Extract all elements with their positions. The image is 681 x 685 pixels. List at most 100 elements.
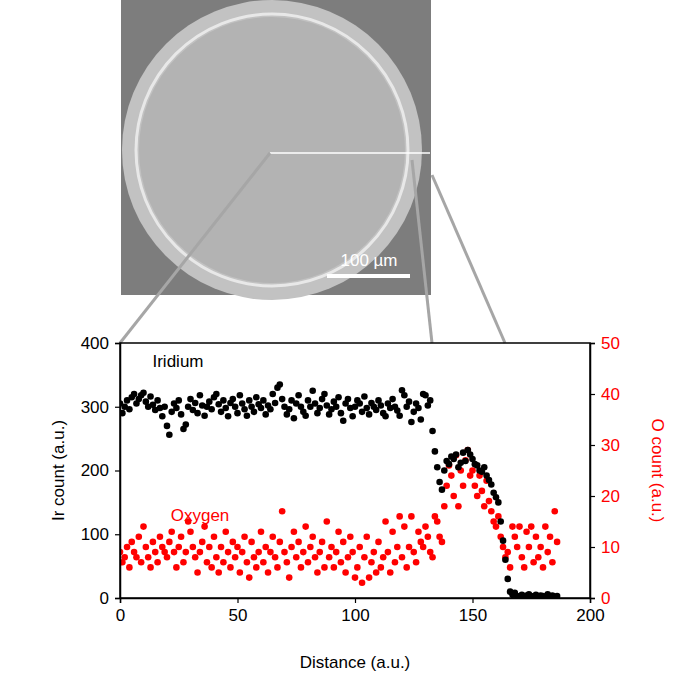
y-axis-tick-label: 300 — [81, 398, 109, 417]
connector — [120, 153, 270, 343]
film-rim — [122, 0, 422, 300]
y-axis-tick-mark — [115, 534, 120, 535]
data-point — [260, 559, 267, 566]
data-point — [401, 392, 408, 399]
y2-axis-tick-mark — [590, 394, 595, 395]
data-point — [361, 393, 368, 400]
data-point — [312, 554, 319, 561]
data-point — [309, 388, 316, 395]
data-point — [389, 396, 396, 403]
micrograph: 100 µm — [121, 0, 431, 300]
data-point — [178, 534, 185, 541]
data-point — [455, 503, 462, 510]
data-point — [239, 549, 246, 556]
data-point — [192, 554, 199, 561]
data-point — [488, 508, 495, 515]
data-point — [140, 523, 147, 530]
y2-axis-tick: 40 — [590, 385, 620, 404]
data-point — [232, 403, 239, 410]
data-point — [410, 549, 417, 556]
y2-axis-tick-label: 50 — [601, 334, 620, 353]
data-point — [244, 412, 251, 419]
data-point — [514, 544, 521, 551]
data-point — [530, 559, 537, 566]
data-point — [300, 549, 307, 556]
data-point — [213, 554, 220, 561]
data-point — [159, 413, 166, 420]
data-point — [305, 397, 312, 404]
data-point — [500, 537, 507, 544]
y2-axis-tick: 10 — [590, 538, 620, 557]
plot-area — [120, 381, 560, 598]
data-point — [446, 461, 453, 468]
data-point — [385, 549, 392, 556]
data-point — [537, 544, 544, 551]
data-point — [328, 544, 335, 551]
data-point — [175, 544, 182, 551]
y2-axis-tick-label: 40 — [601, 385, 620, 404]
data-point — [408, 419, 415, 426]
data-point — [131, 391, 138, 398]
y2-axis-tick-label: 20 — [601, 487, 620, 506]
data-point — [192, 400, 199, 407]
data-point — [175, 397, 182, 404]
data-point — [201, 412, 208, 419]
data-point — [507, 564, 514, 571]
data-point — [222, 405, 229, 412]
data-point — [352, 574, 359, 581]
data-point — [366, 411, 373, 418]
data-point — [260, 397, 267, 404]
data-point — [420, 544, 427, 551]
data-point — [248, 539, 255, 546]
y2-axis-tick: 20 — [590, 487, 620, 506]
data-point — [434, 518, 441, 525]
x-axis-tick: 0 — [116, 598, 125, 625]
data-point — [230, 539, 237, 546]
data-point — [354, 564, 361, 571]
data-point — [396, 412, 403, 419]
data-point — [173, 564, 180, 571]
data-point — [380, 554, 387, 561]
data-point — [504, 549, 511, 556]
y-axis-tick-mark — [115, 343, 120, 344]
data-point — [157, 534, 164, 541]
data-point — [549, 559, 556, 566]
y-axis-tick-mark — [115, 407, 120, 408]
data-point — [262, 411, 269, 418]
y2-axis-tick-mark — [590, 445, 595, 446]
data-point — [523, 528, 530, 535]
data-point — [333, 549, 340, 556]
data-point — [368, 559, 375, 566]
y-axis-tick-mark — [115, 470, 120, 471]
data-point — [154, 397, 161, 404]
data-point — [284, 559, 291, 566]
data-point — [429, 554, 436, 561]
x-axis: 050100150200 — [116, 598, 605, 625]
data-point — [220, 397, 227, 404]
data-point — [164, 423, 171, 430]
scale-bar — [327, 274, 410, 278]
data-point — [199, 539, 206, 546]
data-point — [213, 391, 220, 398]
data-point — [161, 403, 168, 410]
y2-axis-tick-mark — [590, 496, 595, 497]
data-point — [403, 564, 410, 571]
data-point — [302, 412, 309, 419]
data-point — [528, 523, 535, 530]
data-point — [551, 508, 558, 515]
data-point — [281, 549, 288, 556]
data-point — [378, 402, 385, 409]
data-point — [363, 405, 370, 412]
data-point — [363, 534, 370, 541]
data-point — [145, 554, 152, 561]
data-point — [305, 559, 312, 566]
x-axis-tick-mark — [355, 598, 356, 603]
data-point — [168, 528, 175, 535]
connector — [432, 175, 505, 343]
data-point — [547, 534, 554, 541]
data-point — [521, 564, 528, 571]
data-point — [232, 554, 239, 561]
data-point — [321, 564, 328, 571]
series-1 — [120, 447, 560, 586]
data-point — [347, 534, 354, 541]
